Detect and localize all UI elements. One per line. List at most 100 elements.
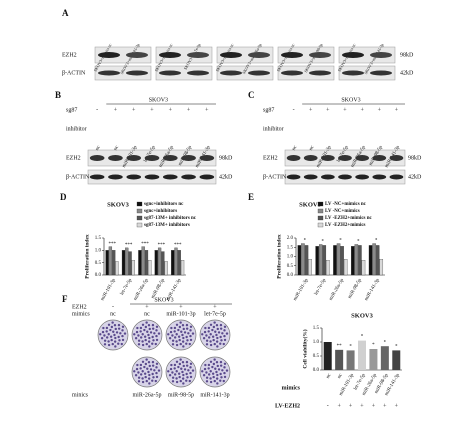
colony-dot	[101, 330, 105, 334]
bar	[301, 243, 305, 276]
dish	[97, 319, 129, 351]
y-tick-label: 1.0	[287, 255, 294, 260]
colony-dot	[146, 330, 149, 333]
sg87-sign: +	[205, 107, 209, 113]
colony-dot	[121, 334, 124, 338]
colony-dot	[113, 333, 116, 337]
colony-dot	[216, 382, 219, 385]
blot-band	[159, 52, 181, 58]
colony-dot	[137, 343, 141, 346]
y-axis-label: Cell viability(%)	[301, 329, 308, 368]
bar	[131, 260, 135, 276]
blot-membrane	[216, 65, 274, 81]
colony-dot	[175, 343, 179, 347]
colony-dot	[189, 325, 193, 329]
colony-dot	[148, 382, 151, 385]
colony-dot	[145, 321, 148, 324]
colony-dot	[189, 338, 193, 342]
annotation: ***	[141, 242, 149, 247]
bar	[108, 246, 113, 276]
colony-dot	[212, 338, 215, 342]
blot-band	[281, 70, 303, 76]
legend-swatch	[136, 208, 143, 214]
colony-dot	[133, 370, 136, 373]
colony-dot	[139, 367, 142, 370]
colony-dot	[220, 376, 223, 379]
size-label: 42kD	[400, 70, 414, 76]
colony-dot	[141, 340, 144, 343]
colony-dot	[215, 377, 219, 380]
colony-dot	[171, 380, 175, 383]
colony-dot	[185, 327, 189, 330]
bar	[171, 250, 175, 276]
colony-dot	[139, 363, 143, 367]
blot-membrane	[338, 46, 396, 64]
dish-label: nc	[110, 311, 116, 317]
colony-dot	[222, 379, 225, 383]
colony-dot	[170, 326, 173, 330]
colony-dot	[181, 377, 185, 380]
colony-dot	[215, 370, 218, 374]
annotation: *	[349, 345, 352, 350]
colony-dot	[209, 333, 212, 336]
colony-dot	[143, 365, 146, 369]
bar	[148, 260, 152, 276]
colony-dot	[185, 364, 189, 367]
bar	[121, 250, 126, 276]
colony-dot	[175, 377, 178, 380]
colony-dot	[152, 376, 155, 379]
colony-dot	[212, 325, 216, 329]
colony-dot	[178, 325, 182, 329]
bar	[369, 349, 378, 370]
bar	[368, 245, 373, 276]
colony-dot	[110, 325, 114, 329]
colony-dot	[205, 380, 209, 383]
colony-dot	[175, 360, 179, 363]
colony-dot	[155, 375, 159, 379]
colony-dot	[215, 340, 219, 343]
lane-label: nc	[292, 144, 299, 151]
colony-dot	[211, 328, 214, 332]
colony-dot	[173, 363, 177, 367]
blot-band	[248, 52, 270, 58]
sign: +	[179, 304, 183, 310]
colony-dot	[102, 326, 105, 330]
colony-dot	[203, 330, 207, 334]
colony-dot	[145, 342, 148, 346]
blot-band	[321, 174, 335, 180]
colony-dot	[177, 372, 181, 375]
sign: -	[112, 304, 114, 310]
colony-dot	[179, 379, 182, 383]
colony-dot	[213, 342, 216, 346]
blot-band	[159, 70, 181, 76]
colony-dot	[225, 332, 229, 335]
blot-band	[281, 52, 303, 58]
colony-dot	[173, 330, 176, 333]
colony-dot	[189, 366, 192, 369]
blot-membrane	[94, 65, 152, 81]
blot-band	[389, 174, 404, 180]
blot-band	[144, 174, 160, 180]
bar	[340, 246, 344, 276]
colony-dot	[115, 331, 119, 334]
colony-dot	[217, 368, 221, 371]
blot-band	[187, 70, 209, 76]
colony-dot	[211, 372, 215, 375]
colony-dot	[111, 342, 114, 346]
blot-band	[126, 70, 148, 76]
bar	[177, 250, 181, 276]
colony-dot	[173, 373, 177, 376]
colony-dot	[135, 330, 139, 334]
dish-label: nc	[144, 311, 150, 317]
colony-dot	[173, 336, 177, 339]
colony-dot	[223, 366, 226, 369]
blot-band	[248, 70, 270, 76]
row-label: LV-EZH2	[275, 403, 300, 409]
colony-dot	[181, 361, 185, 364]
colony-dot	[207, 373, 211, 376]
colony-dot	[167, 370, 170, 373]
colony-dot	[157, 332, 161, 335]
blot-band	[199, 174, 215, 180]
colony-dot	[141, 323, 145, 326]
